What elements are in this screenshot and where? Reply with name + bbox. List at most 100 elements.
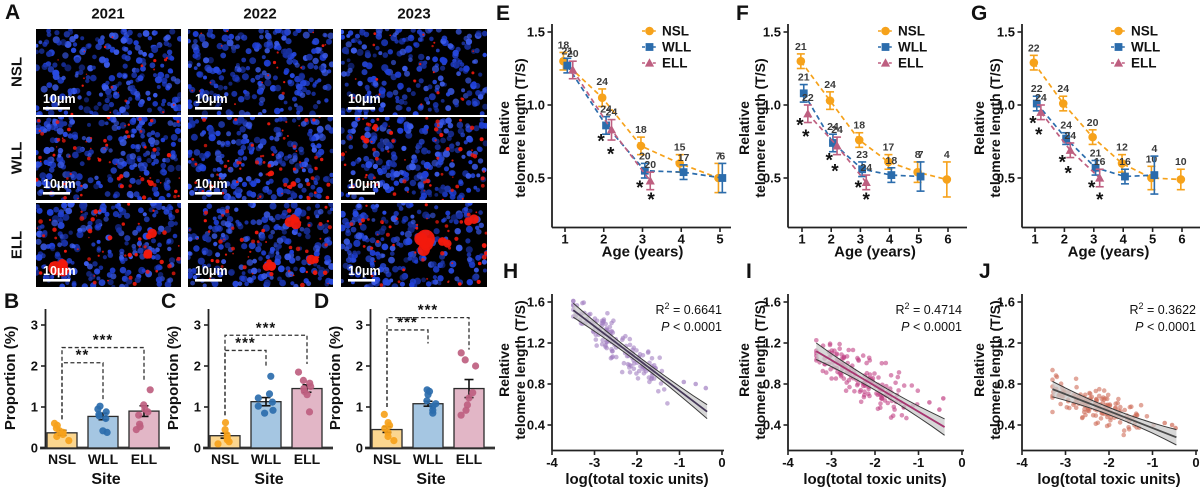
- significance-asterisk: *: [802, 127, 810, 148]
- svg-text:0.8: 0.8: [997, 377, 1015, 392]
- significance-asterisk: *: [607, 145, 615, 166]
- svg-text:3: 3: [639, 232, 646, 247]
- svg-text:***: ***: [418, 302, 439, 319]
- svg-text:24: 24: [824, 79, 836, 91]
- svg-text:Age (years): Age (years): [602, 244, 684, 261]
- regression-line: [815, 350, 946, 428]
- svg-text:telomere length (T/S): telomere length (T/S): [512, 58, 528, 197]
- significance-asterisk: *: [597, 132, 605, 153]
- svg-text:22: 22: [802, 92, 814, 104]
- svg-text:-2: -2: [1103, 455, 1115, 470]
- svg-text:10μm: 10μm: [195, 264, 228, 278]
- svg-text:3: 3: [31, 318, 38, 333]
- svg-text:10μm: 10μm: [43, 177, 76, 191]
- bar-ELL: [128, 386, 160, 449]
- panel-e-label: E: [496, 2, 511, 25]
- svg-text:24: 24: [860, 162, 872, 174]
- svg-text:Relative: Relative: [736, 101, 752, 155]
- svg-text:10μm: 10μm: [195, 177, 228, 191]
- svg-text:22: 22: [1031, 83, 1043, 95]
- scatter-points: [814, 338, 946, 421]
- svg-text:24: 24: [596, 76, 608, 88]
- significance-asterisk: *: [1088, 178, 1096, 199]
- significance-asterisk: *: [825, 150, 833, 171]
- svg-text:-3: -3: [826, 455, 838, 470]
- significance-asterisk: *: [647, 190, 655, 211]
- p-value-text: P < 0.0001: [661, 320, 722, 334]
- svg-text:8: 8: [915, 149, 921, 161]
- svg-text:7: 7: [918, 149, 924, 161]
- svg-text:24: 24: [600, 104, 612, 116]
- micro-image-WLL-2023: 10μm: [341, 117, 487, 200]
- axes: [783, 294, 964, 455]
- bar-ELL: [291, 368, 323, 449]
- svg-text:log(total toxic units): log(total toxic units): [1037, 471, 1180, 488]
- micro-image-ELL-2023: 10μm: [341, 203, 487, 287]
- svg-text:6: 6: [719, 150, 725, 162]
- year-header-2021: 2021: [91, 5, 125, 23]
- micro-cells: [341, 29, 487, 115]
- svg-text:2: 2: [1061, 232, 1068, 247]
- svg-text:17: 17: [883, 142, 895, 154]
- svg-text:1.0: 1.0: [997, 98, 1015, 113]
- svg-text:24: 24: [606, 107, 618, 119]
- bar-NSL: [46, 419, 78, 449]
- year-header-2022: 2022: [243, 5, 277, 23]
- panel-j-label: J: [979, 260, 991, 283]
- scale-bar: [348, 279, 375, 282]
- svg-text:***: ***: [93, 332, 114, 349]
- svg-text:Proportion (%): Proportion (%): [2, 326, 19, 430]
- panel-I-chart: 0.4 0.8 1.2 1.6 -4 -3 -2 -1 0 Relative telomere le…: [736, 294, 966, 488]
- svg-text:16: 16: [1119, 156, 1131, 168]
- svg-text:1.2: 1.2: [997, 336, 1015, 351]
- svg-text:24: 24: [1064, 130, 1076, 142]
- significance-asterisk: *: [831, 161, 839, 182]
- svg-text:1.5: 1.5: [527, 25, 545, 40]
- svg-text:20: 20: [567, 48, 579, 60]
- svg-text:Site: Site: [254, 471, 283, 488]
- svg-text:***: ***: [397, 314, 418, 331]
- bar-ELL: [453, 349, 485, 449]
- significance-asterisk: *: [1096, 190, 1104, 211]
- row-label-wll: WLL: [8, 141, 26, 175]
- r-squared-text: R2 = 0.3622: [1129, 301, 1196, 317]
- row-label-nsl: NSL: [8, 57, 26, 87]
- axes: [547, 294, 724, 455]
- panel-d-label: D: [314, 290, 330, 313]
- svg-text:20: 20: [639, 150, 651, 162]
- svg-text:-1: -1: [913, 455, 925, 470]
- panel-J-chart: 0.4 0.8 1.2 1.6 -4 -3 -2 -1 0 Relative telomere le…: [971, 294, 1200, 488]
- svg-text:2: 2: [600, 232, 607, 247]
- svg-text:1: 1: [561, 232, 568, 247]
- svg-text:-1: -1: [674, 455, 686, 470]
- micro-cells: [36, 117, 181, 200]
- svg-text:16: 16: [1094, 156, 1106, 168]
- svg-text:10μm: 10μm: [348, 92, 381, 106]
- svg-text:7: 7: [716, 150, 722, 162]
- axes: [1017, 294, 1198, 455]
- panel-f-label: F: [736, 2, 749, 25]
- svg-text:telomere length (T/S): telomere length (T/S): [752, 300, 768, 439]
- micro-cells: [188, 117, 333, 200]
- significance-asterisk: *: [855, 178, 863, 199]
- svg-text:ELL: ELL: [898, 56, 924, 71]
- p-value-text: P < 0.0001: [901, 320, 962, 334]
- significance-asterisk: *: [1059, 153, 1067, 174]
- svg-text:3: 3: [194, 318, 201, 333]
- svg-text:-3: -3: [589, 455, 601, 470]
- bar-WLL: [412, 386, 444, 449]
- svg-text:1.5: 1.5: [763, 25, 781, 40]
- svg-text:WLL: WLL: [662, 40, 691, 55]
- svg-text:1: 1: [31, 400, 38, 415]
- svg-text:Age (years): Age (years): [834, 244, 916, 261]
- svg-text:5: 5: [1149, 232, 1156, 247]
- micro-cells: [36, 29, 181, 115]
- svg-text:10μm: 10μm: [43, 264, 76, 278]
- svg-text:WLL: WLL: [1131, 40, 1160, 55]
- svg-text:1.5: 1.5: [997, 25, 1015, 40]
- scale-bar: [195, 107, 222, 110]
